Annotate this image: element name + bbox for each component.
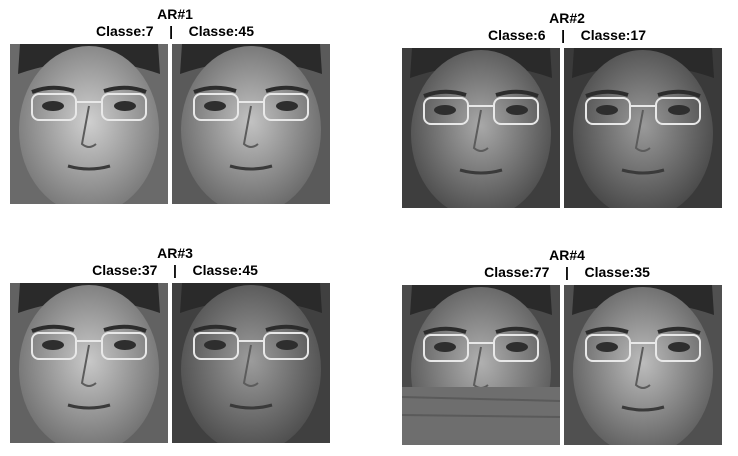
class-labels: Classe:6 | Classe:17 [487, 27, 646, 43]
glasses-lens-left [193, 332, 239, 360]
mouth [67, 403, 111, 410]
glasses-lens-right [263, 332, 309, 360]
face-shape [573, 50, 713, 208]
eyebrow-left [193, 324, 237, 333]
eyebrow-left [193, 85, 237, 94]
glasses-lens-left [423, 334, 469, 362]
eyebrow-right [495, 89, 539, 98]
eyebrow-right [103, 85, 147, 94]
panel-ar1: AR#1 Classe:7 | Classe:45 [10, 6, 340, 206]
face-pair-image [10, 283, 330, 443]
mouth [459, 168, 503, 175]
nose [634, 109, 651, 152]
face-shape [19, 46, 159, 204]
eye-right [276, 340, 298, 350]
face-shape [411, 50, 551, 208]
glasses-lens-left [423, 97, 469, 125]
eyebrow-right [265, 324, 309, 333]
scarf-fold [402, 396, 561, 418]
panel-title: AR#4 [549, 247, 585, 263]
mouth [621, 405, 665, 412]
panel-title: AR#2 [549, 10, 585, 26]
glasses-lens-right [655, 334, 701, 362]
eye-right [276, 101, 298, 111]
eye-left [596, 342, 618, 352]
face-shape [19, 285, 159, 443]
glasses-lens-right [655, 97, 701, 125]
nose [80, 105, 97, 148]
eye-left [204, 101, 226, 111]
glasses-lens-left [31, 93, 77, 121]
glasses-lens-right [493, 97, 539, 125]
eyebrow-right [495, 326, 539, 335]
eyebrow-left [585, 326, 629, 335]
eye-right [668, 342, 690, 352]
eye-left [596, 105, 618, 115]
eyebrow-left [31, 85, 75, 94]
glasses-lens-left [193, 93, 239, 121]
eye-right [668, 105, 690, 115]
eye-left [42, 101, 64, 111]
nose [472, 109, 489, 152]
glasses-lens-right [101, 332, 147, 360]
glasses-lens-left [31, 332, 77, 360]
glasses-lens-right [101, 93, 147, 121]
eye-left [204, 340, 226, 350]
face-photo [172, 283, 330, 443]
nose [80, 344, 97, 387]
face-pair-image [10, 44, 330, 204]
face-photo [402, 285, 561, 445]
glasses-lens-left [585, 334, 631, 362]
nose [242, 105, 259, 148]
eye-right [506, 342, 528, 352]
class-labels: Classe:7 | Classe:45 [95, 23, 254, 39]
eye-left [434, 342, 456, 352]
eyebrow-right [265, 85, 309, 94]
eye-right [114, 340, 136, 350]
face-shape [181, 285, 321, 443]
eyebrow-right [657, 89, 701, 98]
face-photo [564, 285, 722, 445]
mouth [621, 168, 665, 175]
panel-title: AR#1 [157, 6, 193, 22]
face-shape [181, 46, 321, 204]
eyebrow-left [31, 324, 75, 333]
face-pair-image [402, 48, 722, 208]
eyebrow-left [423, 89, 467, 98]
eye-left [42, 340, 64, 350]
face-pair-image [402, 285, 722, 445]
glasses-lens-right [493, 334, 539, 362]
mouth [229, 164, 273, 171]
face-photo [10, 44, 168, 204]
class-labels: Classe:77 | Classe:35 [484, 264, 650, 280]
eye-right [114, 101, 136, 111]
face-photo [564, 48, 722, 208]
glasses-lens-left [585, 97, 631, 125]
eyebrow-left [585, 89, 629, 98]
face-photo [172, 44, 330, 204]
face-shape [573, 287, 713, 445]
glasses-lens-right [263, 93, 309, 121]
face-photo [10, 283, 168, 443]
panel-ar4: AR#4 Classe:77 | Classe:35 [402, 247, 732, 447]
mouth [67, 164, 111, 171]
panel-ar2: AR#2 Classe:6 | Classe:17 [402, 10, 732, 210]
face-photo [402, 48, 560, 208]
panel-ar3: AR#3 Classe:37 | Classe:45 [10, 245, 340, 445]
eyebrow-right [657, 326, 701, 335]
nose [242, 344, 259, 387]
panel-title: AR#3 [157, 245, 193, 261]
eye-right [506, 105, 528, 115]
nose [634, 346, 651, 389]
eyebrow-left [423, 326, 467, 335]
eyebrow-right [103, 324, 147, 333]
class-labels: Classe:37 | Classe:45 [92, 262, 258, 278]
eye-left [434, 105, 456, 115]
mouth [229, 403, 273, 410]
